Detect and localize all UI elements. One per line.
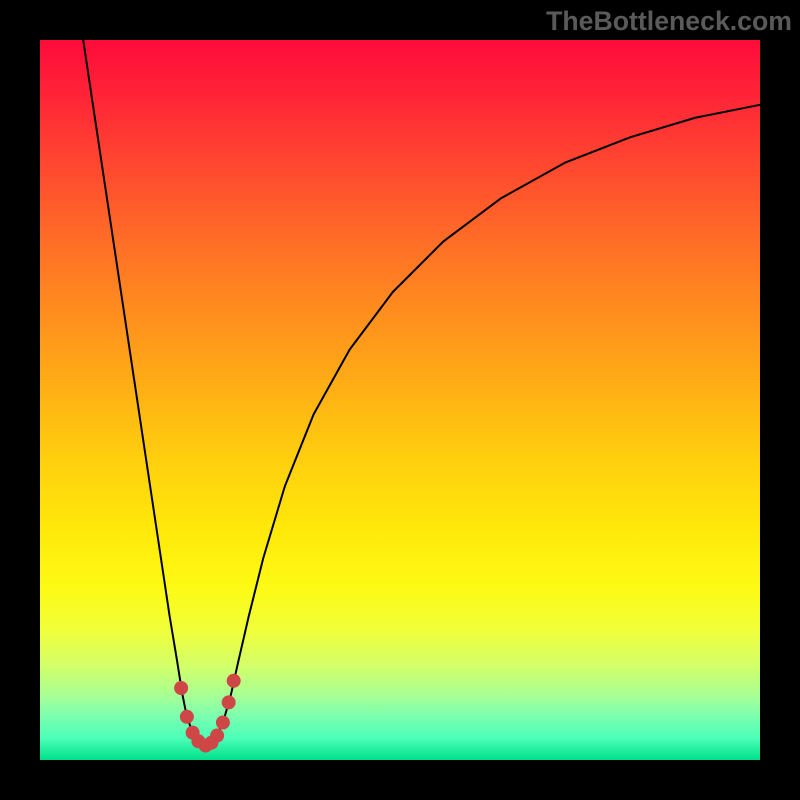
chart-svg xyxy=(0,0,800,800)
data-marker xyxy=(222,695,236,709)
watermark-text: TheBottleneck.com xyxy=(546,6,792,37)
data-marker xyxy=(210,729,224,743)
gradient-background xyxy=(40,40,760,760)
data-marker xyxy=(180,710,194,724)
chart-frame: TheBottleneck.com xyxy=(0,0,800,800)
data-marker xyxy=(227,674,241,688)
data-marker xyxy=(216,716,230,730)
data-marker xyxy=(174,681,188,695)
plot-area xyxy=(40,40,760,760)
